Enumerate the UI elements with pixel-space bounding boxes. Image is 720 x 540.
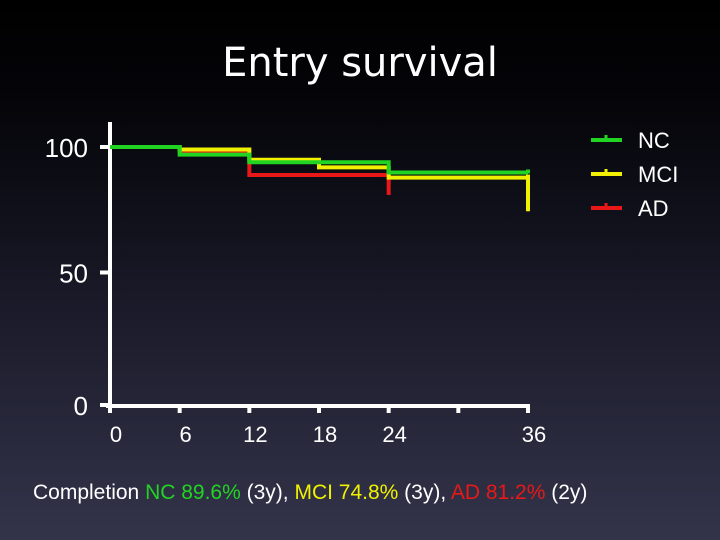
- caption-nc-suffix: (3y),: [240, 481, 295, 504]
- series-layer: [110, 145, 530, 212]
- caption-ad: AD 81.2%: [450, 481, 546, 504]
- slide-title: Entry survival: [222, 40, 498, 86]
- caption-mci: MCI 74.8%: [294, 481, 399, 504]
- legend-label-mci: MCI: [638, 162, 678, 187]
- legend-label-nc: NC: [638, 128, 670, 153]
- chart-axes: 0 50 100 0 6 12 18 24 36: [45, 122, 546, 447]
- caption-nc: NC 89.6%: [145, 481, 241, 504]
- caption-ad-suffix: (2y): [545, 481, 588, 504]
- y-tick-label: 0: [74, 391, 88, 421]
- completion-caption: Completion NC 89.6% (3y), MCI 74.8% (3y)…: [33, 481, 587, 505]
- x-tick-label: 0: [110, 422, 122, 447]
- series-line-nc: [110, 145, 528, 175]
- x-tick-label: 36: [522, 422, 546, 447]
- caption-mci-suffix: (3y),: [398, 481, 451, 504]
- x-tick-label: 24: [382, 422, 406, 447]
- y-tick-label: 100: [45, 133, 88, 163]
- x-tick-label: 18: [313, 422, 337, 447]
- caption-prefix: Completion: [33, 481, 146, 504]
- y-tick-label: 50: [59, 259, 88, 289]
- legend-label-ad: AD: [638, 196, 669, 221]
- chart-legend: NC MCI AD: [591, 128, 678, 221]
- x-tick-label: 6: [180, 422, 192, 447]
- x-tick-label: 12: [243, 422, 267, 447]
